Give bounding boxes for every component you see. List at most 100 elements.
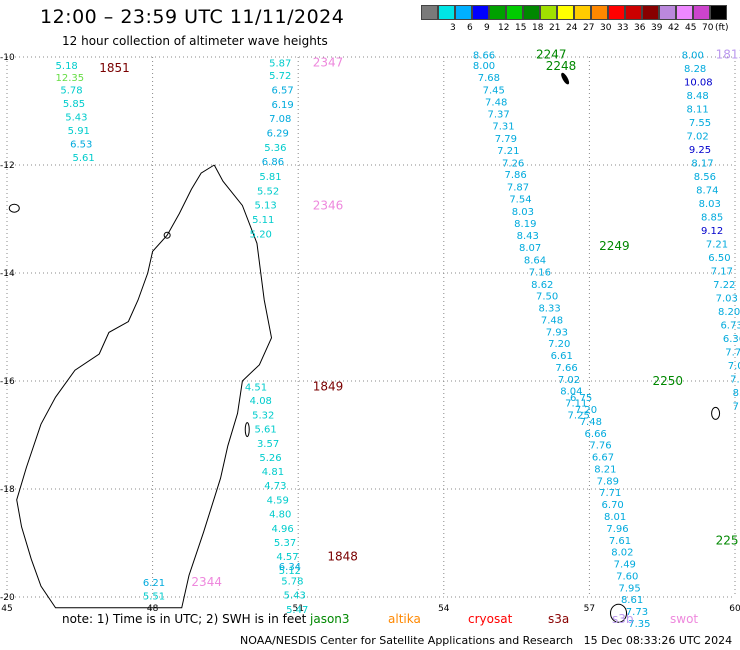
swh-value: 8.17 [691, 158, 713, 169]
swh-value: 7.66 [555, 363, 577, 374]
lat-tick-label: -20 [0, 593, 15, 603]
swh-value: 7.61 [609, 536, 631, 547]
swh-value: 7.25 [568, 410, 590, 421]
mayotte-island [8, 203, 20, 213]
swh-value: 7.08 [269, 114, 291, 125]
swh-value: 6.67 [592, 453, 614, 464]
swh-value: 6.36 [723, 334, 740, 345]
track-id-label: 2250 [652, 374, 683, 388]
legend-swatch [540, 5, 557, 20]
swh-value: 8.48 [686, 91, 708, 102]
legend-tick-label: 27 [583, 23, 595, 33]
swh-value: 7.17 [711, 266, 733, 277]
swh-value: 8.00 [682, 50, 704, 61]
swh-value: 8.01 [604, 512, 626, 523]
swh-value: 5.26 [259, 453, 281, 464]
legend-tick-label: 15 [515, 23, 527, 33]
legend-swatch [472, 5, 489, 20]
lat-tick-label: -16 [0, 377, 15, 387]
track-id-label: 2249 [599, 239, 630, 253]
swh-value: 8.04 [560, 387, 582, 398]
lat-tick-label: -12 [0, 161, 15, 171]
swh-value: 4.80 [269, 509, 291, 520]
swh-value: 5.78 [60, 85, 82, 96]
swh-value: 7.0 [728, 361, 740, 372]
swh-value: 7.03 [716, 293, 738, 304]
swh-value: 7.45 [483, 85, 505, 96]
swh-value: 7.0 [730, 374, 740, 385]
swh-value: 7.54 [509, 194, 531, 205]
legend-swatch [574, 5, 591, 20]
track-id-label: 1813 [716, 47, 740, 61]
swh-value: 6.75 [570, 393, 592, 404]
legend-swatch [438, 5, 455, 20]
swh-value: 8.11 [686, 104, 708, 115]
legend-tick-label: 39 [651, 23, 663, 33]
swh-value: 6.50 [708, 253, 730, 264]
swh-value: 5.47 [286, 605, 308, 616]
swh-value: 7.48 [580, 417, 602, 428]
swh-value: 8.00 [473, 61, 495, 72]
mission-label-jason3: jason3 [310, 612, 350, 626]
legend-tick-label: 3 [450, 23, 456, 33]
swh-value: 8.20 [718, 307, 740, 318]
mission-label-cryosat: cryosat [468, 612, 513, 626]
track-id-label: 1851 [99, 61, 130, 75]
swh-value: 4.73 [264, 481, 286, 492]
legend-swatch [625, 5, 642, 20]
swh-value: 10.08 [684, 77, 713, 88]
lon-tick-label: 48 [147, 604, 159, 614]
swh-value: 8.21 [594, 464, 616, 475]
mission-label-s3a: s3a [548, 612, 570, 626]
swh-value: 8.43 [517, 231, 539, 242]
lon-tick-label: 54 [438, 604, 450, 614]
swh-value: 7.31 [492, 122, 514, 133]
page-subtitle: 12 hour collection of altimeter wave hei… [62, 34, 328, 48]
agalega-island [561, 72, 570, 85]
swh-value: 7.16 [529, 267, 551, 278]
legend-unit: (ft) [715, 23, 729, 33]
swh-value: 7.93 [546, 327, 568, 338]
track-id-label: 2247 [536, 47, 567, 61]
swh-value: 6.21 [143, 578, 165, 589]
legend-swatch [421, 5, 438, 20]
swh-value: 5.61 [73, 153, 95, 164]
swh-value: 4.51 [245, 382, 267, 393]
legend-swatch [693, 5, 710, 20]
swh-value: 12.35 [56, 73, 85, 84]
swh-value: 7.02 [686, 131, 708, 142]
swh-value: 7.87 [507, 183, 529, 194]
legend-tick-label: 42 [668, 23, 680, 33]
track-id-label: 1848 [327, 550, 358, 564]
swh-value: 8.61 [621, 595, 643, 606]
swh-value: 6.34 [279, 562, 301, 573]
swh-value: 5.11 [252, 215, 274, 226]
swh-value: 8.66 [473, 50, 495, 61]
swh-value: 7.50 [536, 292, 558, 303]
swh-value: 8.02 [611, 548, 633, 559]
swh-value: 7.20 [575, 405, 597, 416]
swh-value: 8.07 [519, 243, 541, 254]
swh-value: 8.56 [694, 172, 716, 183]
lon-tick-label: 57 [584, 604, 595, 614]
swh-value: 6.73 [720, 320, 740, 331]
swh-value: 8.28 [684, 64, 706, 75]
legend-swatch [710, 5, 727, 20]
swh-value: 7.11 [565, 399, 587, 410]
swh-value: 6.53 [70, 139, 92, 150]
track-id-label: 2248 [546, 59, 577, 73]
legend-tick-label: 12 [498, 23, 510, 33]
footer-note: note: 1) Time is in UTC; 2) SWH is in fe… [62, 612, 307, 626]
legend-swatch [489, 5, 506, 20]
swh-value: 5.18 [56, 61, 78, 72]
swh-value: 7.22 [713, 280, 735, 291]
swh-value: 7.73 [626, 607, 648, 618]
swh-value: 7.49 [614, 560, 636, 571]
swh-value: 6.86 [262, 157, 284, 168]
swh-value: 7.96 [606, 524, 628, 535]
swh-value: 5.51 [143, 591, 165, 602]
swh-value: 8. [733, 388, 740, 399]
swh-value: 9.25 [689, 145, 711, 156]
legend-swatch [659, 5, 676, 20]
